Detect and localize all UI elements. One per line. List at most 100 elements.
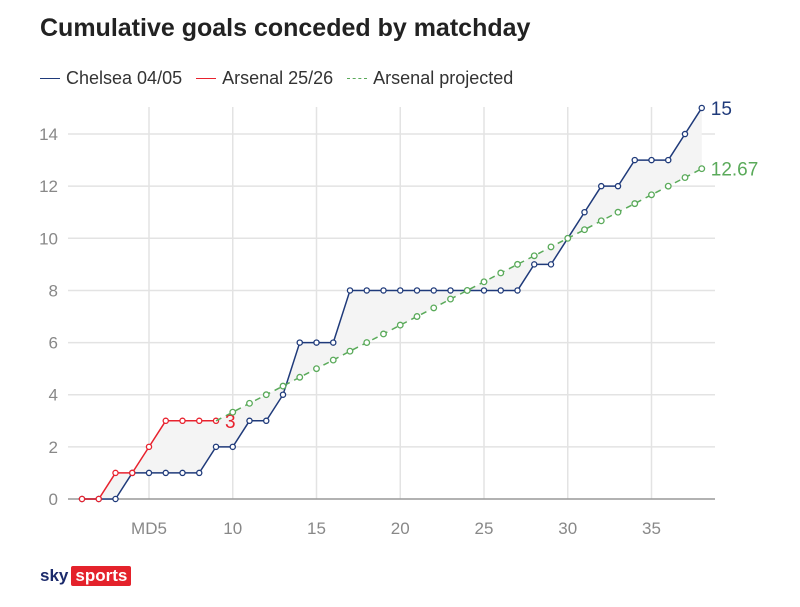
data-point [497,287,504,294]
x-tick-label: 20 [391,519,410,538]
data-point [614,182,622,190]
gap-shading [82,107,702,499]
data-point [614,208,622,216]
sky-sports-logo: sky sports [40,566,132,586]
data-point [195,469,203,477]
data-point [212,443,220,451]
data-point [547,261,555,268]
data-point [179,469,186,477]
data-point [313,339,320,346]
logo-sky: sky [40,566,69,585]
data-point [262,391,270,399]
data-point [631,200,639,208]
y-tick-label: 6 [49,334,58,353]
data-point [698,165,706,173]
data-point [514,260,521,268]
legend-label: Arsenal 25/26 [222,68,334,88]
y-tick-label: 2 [49,438,58,457]
data-point [581,226,588,234]
data-point [78,495,86,503]
data-point [430,304,438,312]
data-point [530,252,538,260]
data-point [681,130,689,138]
data-point [279,382,287,390]
data-point [564,234,572,242]
data-point [262,417,270,425]
data-point [95,495,103,503]
legend-chelsea: Chelsea 04/05 [40,68,182,89]
end-label: 12.67 [711,160,759,181]
data-point [698,104,706,112]
data-point [664,182,672,190]
data-point [480,287,488,294]
data-point [363,287,370,294]
data-point [598,182,605,190]
data-point [246,399,253,407]
data-point [162,469,169,477]
y-tick-label: 14 [39,125,58,144]
data-point [380,287,387,294]
data-point [648,191,655,199]
data-point [229,408,237,416]
logo-sports: sports [71,566,132,586]
data-point [346,347,354,355]
data-point [179,417,186,425]
x-tick-label: MD5 [131,519,167,538]
data-point [413,287,421,294]
data-point [329,356,337,364]
data-point [648,156,655,164]
legend-arsenal: Arsenal 25/26 [196,68,333,89]
data-point [246,417,253,425]
legend: Chelsea 04/05 Arsenal 25/26 Arsenal proj… [40,68,513,89]
data-point [447,295,454,303]
x-tick-label: 30 [558,519,577,538]
data-point [497,269,505,277]
data-point [480,278,488,286]
data-point [597,217,605,225]
data-point [296,339,303,346]
data-point [665,156,672,164]
data-point [313,365,320,373]
data-point [162,417,169,425]
data-point [380,330,387,338]
x-tick-label: 15 [307,519,326,538]
data-point [430,287,437,294]
data-point [229,443,236,451]
data-point [195,417,203,425]
data-point [547,243,555,251]
y-tick-label: 0 [49,490,58,509]
data-point [296,373,304,381]
data-point [279,391,287,398]
y-tick-label: 4 [49,386,58,405]
data-point [396,321,404,329]
data-point [346,287,354,294]
data-point [112,495,119,503]
y-tick-label: 10 [39,229,58,248]
end-label: 3 [225,412,236,433]
data-point [145,469,153,477]
y-tick-label: 8 [49,281,58,300]
legend-label: Arsenal projected [373,68,514,88]
data-point [447,287,454,294]
data-point [128,469,136,477]
data-point [531,261,538,268]
data-point [631,156,639,164]
data-point [396,287,404,294]
data-point [514,287,521,294]
x-tick-label: 25 [475,519,494,538]
y-tick-label: 12 [39,177,58,196]
legend-label: Chelsea 04/05 [66,68,183,88]
data-point [463,286,471,294]
end-label: 15 [711,99,732,120]
data-point [112,469,119,477]
data-point [681,174,689,182]
chart-title: Cumulative goals conceded by matchday [40,14,531,42]
data-point [413,313,421,320]
data-point [363,339,371,347]
legend-arsenal-projected: Arsenal projected [347,68,513,89]
x-tick-label: 35 [642,519,661,538]
x-tick-label: 10 [223,519,242,538]
data-point [145,443,153,451]
